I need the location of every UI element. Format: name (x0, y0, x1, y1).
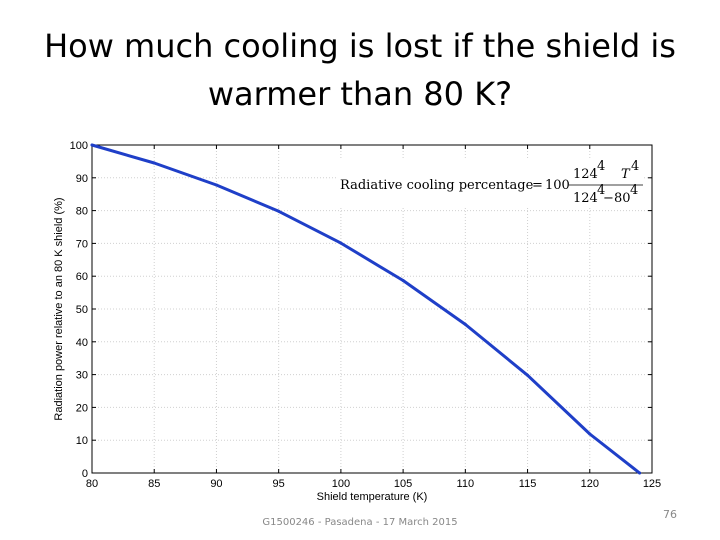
cooling-curve-point (152, 161, 156, 165)
formula-numerator-left-exponent: 4 (597, 159, 605, 174)
y-tick-label: 90 (76, 173, 88, 185)
cooling-curve-point (339, 241, 343, 245)
x-tick-label: 120 (581, 478, 599, 490)
y-tick-label: 60 (76, 271, 88, 283)
y-tick-label: 80 (76, 206, 88, 218)
x-axis-label: Shield temperature (K) (317, 491, 428, 503)
cooling-curve-point (463, 322, 467, 326)
cooling-curve-point (588, 432, 592, 436)
formula-annotation: Radiative cooling percentage = 100 124 4… (336, 158, 644, 208)
formula-lhs: Radiative cooling percentage (340, 178, 534, 193)
cooling-curve-point (526, 373, 530, 377)
slide-title: How much cooling is lost if the shield i… (20, 22, 700, 118)
formula-denominator-right: 80 (614, 191, 631, 206)
x-tick-label: 115 (519, 478, 537, 490)
formula-numerator-right: T (621, 167, 631, 182)
formula-numerator-right-exponent: 4 (631, 159, 639, 174)
formula-coefficient: 100 (545, 178, 570, 193)
x-tick-label: 100 (332, 478, 350, 490)
formula-denominator-left-exponent: 4 (597, 183, 605, 198)
x-tick-label: 125 (643, 478, 661, 490)
x-tick-label: 85 (148, 478, 160, 490)
y-tick-label: 20 (76, 402, 88, 414)
page-number: 76 (663, 508, 677, 521)
formula-denominator-minus: − (603, 191, 614, 206)
x-tick-label: 90 (210, 478, 222, 490)
x-tick-label: 80 (86, 478, 98, 490)
formula-background (336, 158, 644, 208)
formula-numerator-left: 124 (573, 167, 598, 182)
slide-footer: G1500246 - Pasadena - 17 March 2015 (262, 517, 458, 528)
slide-title-line-2: warmer than 80 K? (207, 75, 513, 113)
formula-denominator-left: 124 (573, 191, 598, 206)
formula-denominator-right-exponent: 4 (630, 183, 638, 198)
series-layer (90, 143, 642, 475)
ticks-layer: 80 85 90 95 100 105 110 115 120 125 0 10 20 30 40 50 60 7… (70, 140, 662, 490)
y-tick-label: 30 (76, 370, 88, 382)
x-tick-label: 105 (394, 478, 412, 490)
y-tick-label: 10 (76, 435, 88, 447)
cooling-curve-point (638, 471, 642, 475)
x-tick-label: 95 (273, 478, 285, 490)
y-tick-label: 70 (76, 238, 88, 250)
y-tick-label: 0 (82, 468, 88, 480)
y-axis-label: Radiation power relative to an 80 K shie… (53, 197, 65, 420)
x-tick-label: 110 (457, 478, 475, 490)
slide-title-line-1: How much cooling is lost if the shield i… (44, 27, 676, 65)
cooling-curve-point (401, 278, 405, 282)
y-tick-label: 100 (70, 140, 88, 152)
cooling-curve-point (90, 143, 94, 147)
formula-equals: = (532, 178, 543, 193)
cooling-curve-line (90, 143, 642, 475)
y-tick-label: 40 (76, 337, 88, 349)
cooling-curve-point (277, 209, 281, 213)
cooling-curve-point (214, 183, 218, 187)
y-tick-label: 50 (76, 304, 88, 316)
